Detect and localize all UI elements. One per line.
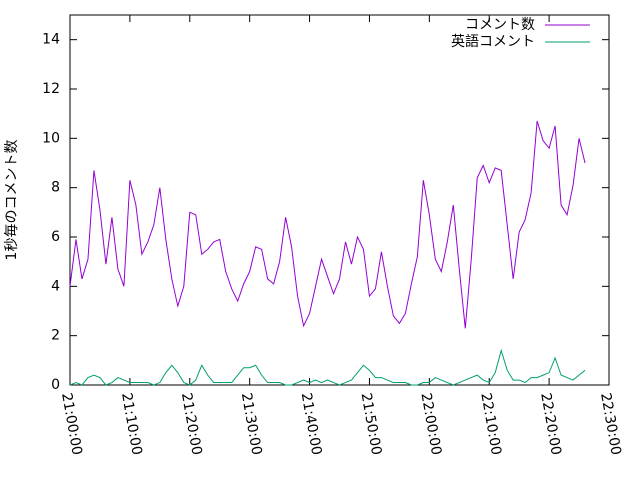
legend-label: コメント数 <box>465 17 535 33</box>
x-tick-label: 21:50:00 <box>358 392 385 457</box>
x-tick-label: 22:30:00 <box>597 392 624 457</box>
x-tick-label: 21:10:00 <box>118 392 145 457</box>
series-line <box>69 348 586 386</box>
y-tick-label: 6 <box>51 229 60 245</box>
x-tick-label: 21:40:00 <box>298 392 325 457</box>
y-tick-label: 14 <box>42 32 60 48</box>
x-tick-label: 22:20:00 <box>537 392 564 457</box>
x-tick-label: 21:00:00 <box>58 392 85 457</box>
legend-label: 英語コメント <box>451 33 535 50</box>
series-line <box>69 120 586 329</box>
y-tick-label: 2 <box>51 328 60 344</box>
y-tick-label: 12 <box>42 81 60 97</box>
x-tick-label: 22:10:00 <box>477 392 504 457</box>
y-axis-label: 1秒毎のコメント数 <box>4 140 20 261</box>
y-tick-label: 8 <box>51 180 60 196</box>
x-tick-label: 21:30:00 <box>238 392 265 457</box>
x-tick-label: 21:20:00 <box>178 392 205 457</box>
y-tick-label: 4 <box>51 278 60 294</box>
x-tick-label: 22:00:00 <box>417 392 444 457</box>
plot-border <box>69 14 610 386</box>
y-tick-label: 0 <box>51 377 60 393</box>
y-tick-label: 10 <box>42 130 60 146</box>
